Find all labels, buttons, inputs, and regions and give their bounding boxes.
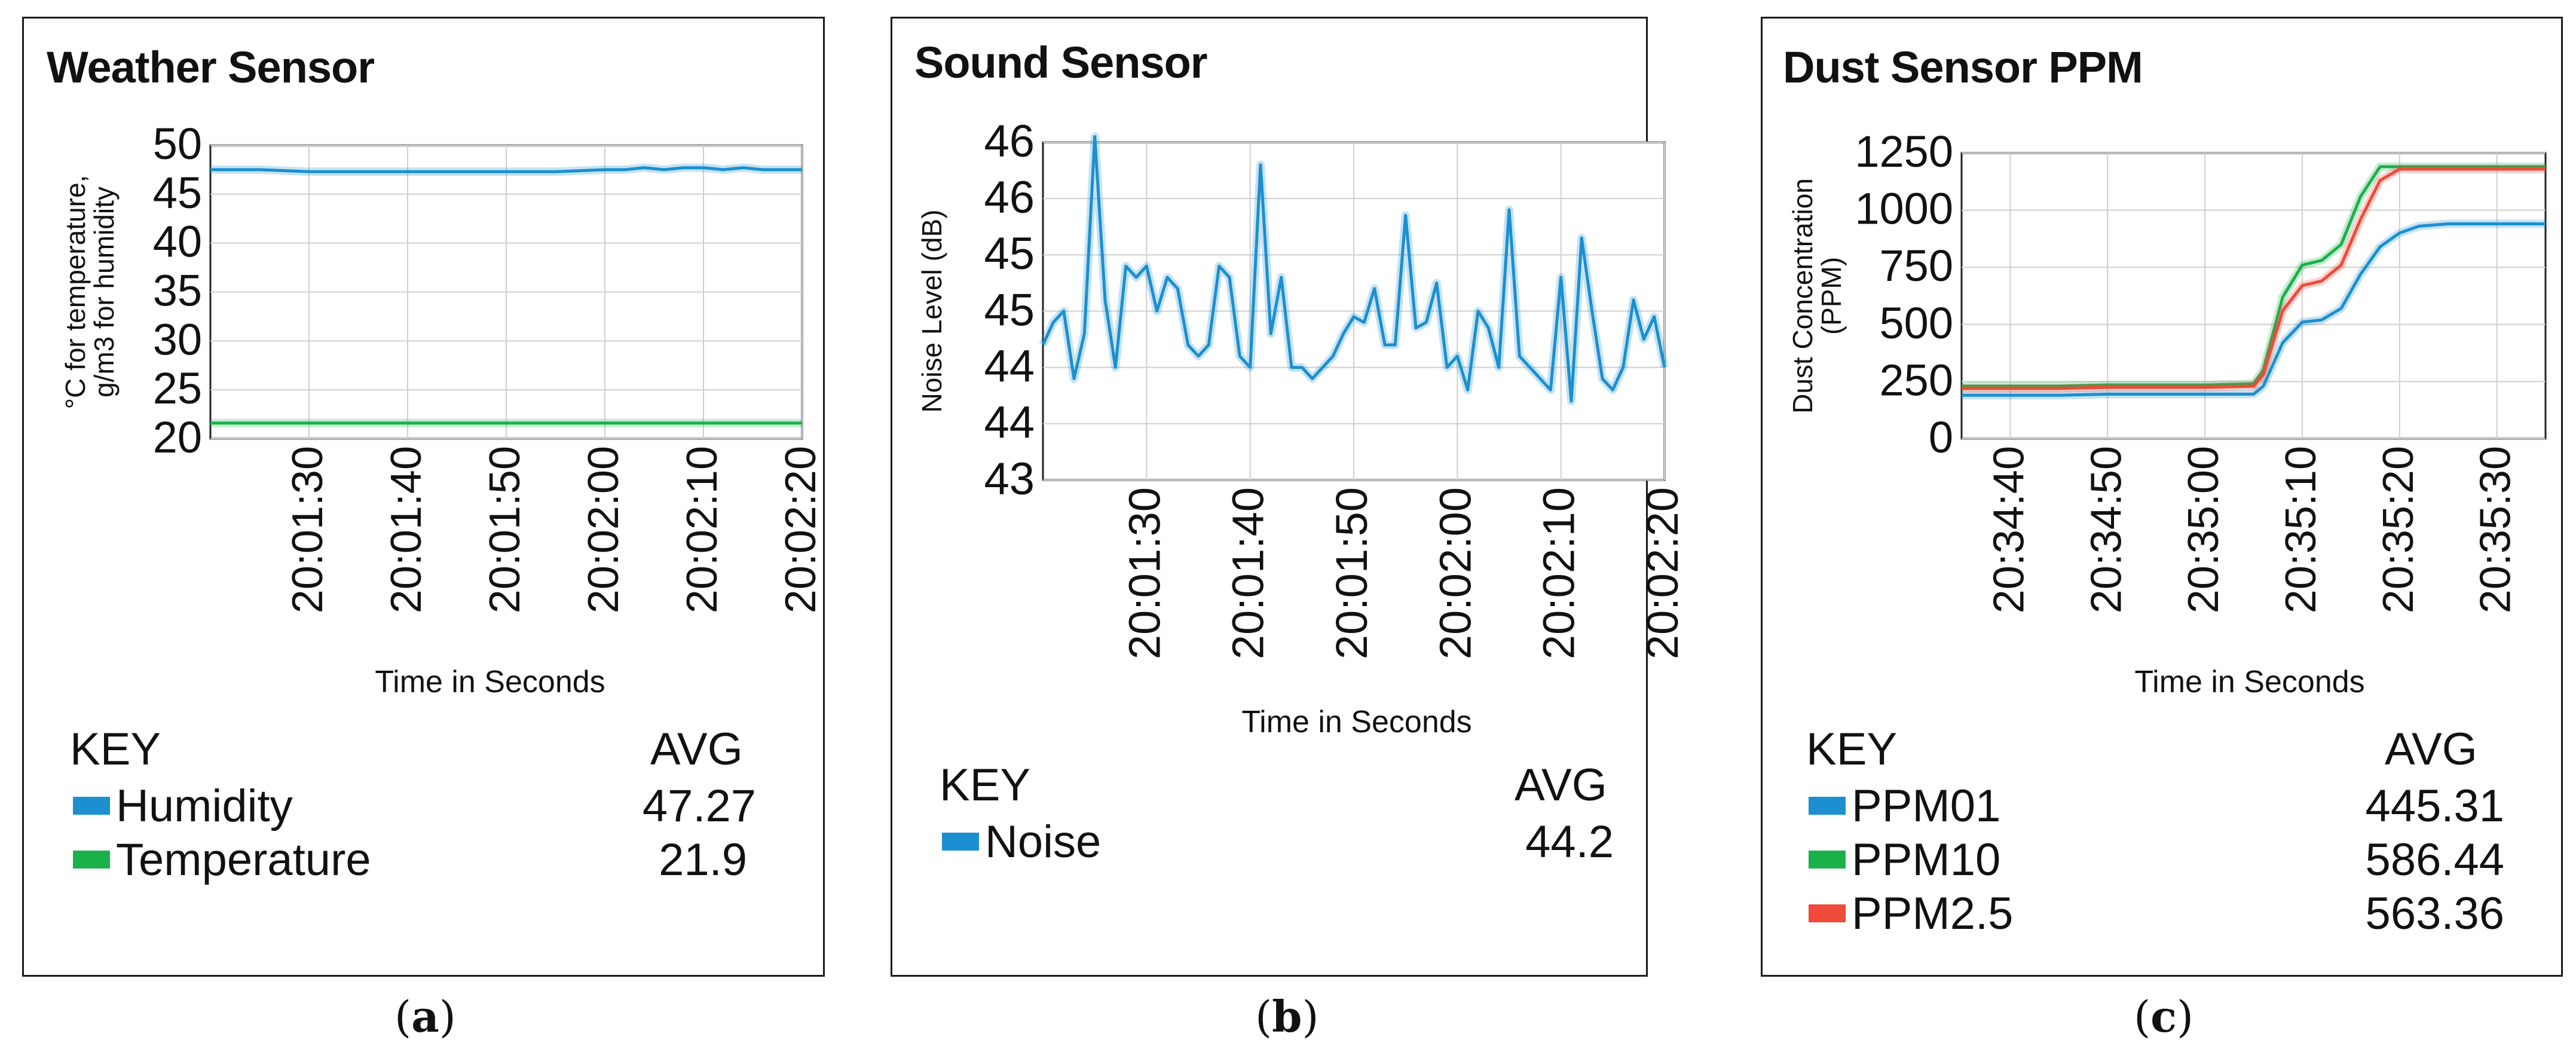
humidity-legend-label: Humidity (116, 781, 293, 831)
ppm01-avg-value: 445.31 (2365, 781, 2504, 831)
y-tick-label: 44 (984, 397, 1035, 448)
y-tick-label: 1250 (1855, 127, 1953, 176)
series-line-ppm01 (1962, 222, 2546, 397)
caption-a: (a) (394, 991, 456, 1042)
ppm10-legend-label: PPM10 (1852, 834, 2001, 885)
x-tick-label: 20:35:30 (2472, 446, 2520, 613)
x-tick-label: 20:01:50 (1327, 487, 1376, 659)
y-tick-label: 50 (153, 119, 202, 169)
ppm25-swatch (1809, 904, 1846, 922)
dust-key-heading: KEY (1806, 724, 1898, 775)
x-tick-label: 20:34:40 (1985, 446, 2033, 613)
x-axis-label: Time in Seconds (1241, 705, 1471, 739)
y-tick-label: 46 (984, 172, 1035, 223)
series-line-ppm10 (1962, 165, 2546, 388)
caption-b: (b) (1255, 991, 1319, 1042)
legend-item-ppm01: PPM01 (1809, 780, 2000, 832)
plot-area (1960, 152, 2547, 440)
x-tick-label: 20:02:10 (1534, 487, 1584, 659)
ppm25-avg-value: 563.36 (2365, 888, 2504, 939)
y-axis-label: Noise Level (dB) (916, 209, 947, 412)
sound-sensor-title: Sound Sensor (914, 38, 1208, 87)
x-tick-label: 20:01:30 (284, 446, 332, 613)
y-tick-label: 0 (1929, 412, 1953, 462)
temperature-swatch (73, 850, 110, 869)
y-tick-label: 1000 (1855, 184, 1953, 234)
humidity-avg-value: 47.27 (642, 781, 756, 831)
y-tick-label: 45 (153, 168, 202, 218)
weather-sensor-title: Weather Sensor (47, 42, 375, 92)
weather-avg-heading: AVG (650, 724, 743, 775)
ppm10-swatch (1809, 850, 1846, 869)
noise-legend-label: Noise (985, 817, 1102, 867)
y-axis-label: (PPM) (1816, 257, 1847, 335)
legend-item-ppm10: PPM10 (1809, 834, 2000, 886)
x-axis-label: Time in Seconds (375, 665, 605, 699)
x-axis-label: Time in Seconds (2134, 665, 2364, 699)
y-tick-label: 46 (984, 116, 1035, 167)
y-tick-label: 25 (153, 363, 202, 413)
y-tick-label: 20 (153, 412, 202, 462)
y-tick-label: 45 (984, 228, 1035, 279)
y-tick-label: 40 (153, 217, 202, 267)
x-tick-label: 20:01:50 (481, 446, 529, 613)
temperature-legend-label: Temperature (116, 834, 371, 885)
legend-item-noise: Noise (942, 816, 1101, 868)
temperature-avg-value: 21.9 (659, 834, 747, 885)
dust-avg-heading: AVG (2385, 724, 2477, 775)
series-line-ppm2-5 (1962, 167, 2546, 390)
x-tick-label: 20:35:10 (2277, 446, 2325, 613)
weather-key-heading: KEY (70, 724, 161, 775)
caption-c: (c) (2134, 991, 2194, 1042)
dust-sensor-title: Dust Sensor PPM (1783, 42, 2143, 92)
x-tick-label: 20:01:30 (1119, 487, 1169, 659)
sound-key-heading: KEY (940, 760, 1031, 811)
series-line-humidity (210, 166, 802, 173)
y-tick-label: 44 (984, 341, 1035, 392)
legend-item-humidity: Humidity (73, 780, 293, 832)
y-tick-label: 500 (1880, 298, 1953, 348)
y-tick-label: 30 (153, 314, 202, 364)
legend-item-temperature: Temperature (73, 834, 371, 886)
y-tick-label: 45 (984, 285, 1035, 335)
series-line-noise (1041, 135, 1666, 403)
ppm01-legend-label: PPM01 (1852, 781, 2001, 831)
x-tick-label: 20:35:00 (2180, 446, 2228, 613)
x-tick-label: 20:02:00 (580, 446, 628, 613)
y-axis-label: Dust Concentration (1787, 178, 1818, 414)
ppm01-swatch (1809, 796, 1846, 815)
humidity-swatch (73, 796, 110, 815)
x-tick-label: 20:02:10 (678, 446, 726, 613)
noise-swatch (942, 832, 979, 851)
y-tick-label: 250 (1880, 355, 1953, 405)
y-tick-label: 43 (984, 454, 1035, 504)
x-tick-label: 20:34:50 (2082, 446, 2130, 613)
x-tick-label: 20:01:40 (383, 446, 430, 613)
x-tick-label: 20:35:20 (2375, 446, 2422, 613)
x-tick-label: 20:02:20 (777, 446, 825, 613)
x-tick-label: 20:01:40 (1223, 487, 1273, 659)
y-axis-label: g/m3 for humidity (88, 186, 120, 397)
x-tick-label: 20:02:00 (1430, 487, 1480, 659)
x-tick-label: 20:02:20 (1638, 487, 1687, 659)
y-tick-label: 750 (1880, 241, 1953, 291)
y-axis-label: °C for temperature, (60, 175, 91, 409)
sound-avg-heading: AVG (1515, 760, 1607, 811)
legend-item-ppm25: PPM2.5 (1809, 888, 2013, 940)
y-tick-label: 35 (153, 266, 202, 316)
noise-avg-value: 44.2 (1525, 817, 1614, 867)
ppm25-legend-label: PPM2.5 (1852, 888, 2014, 939)
ppm10-avg-value: 586.44 (2365, 834, 2504, 885)
